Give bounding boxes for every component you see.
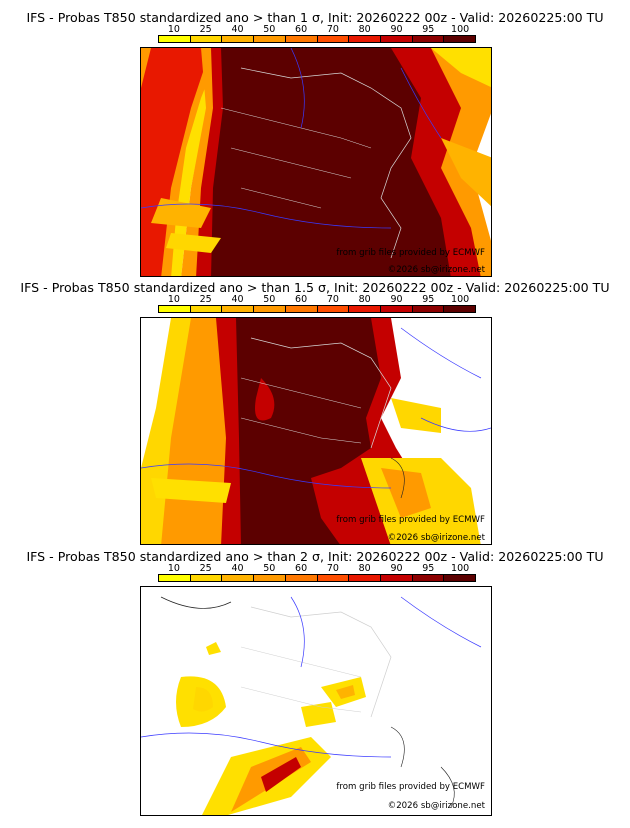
colorbar-tick-label: 95 (422, 24, 435, 35)
colorbar-tick-label: 60 (295, 563, 308, 574)
colorbar-swatch (222, 306, 255, 312)
colorbar-tick-label: 40 (231, 294, 244, 305)
colorbar-swatch (444, 36, 476, 42)
colorbar-swatch (190, 36, 223, 42)
colorbar-swatch (285, 575, 318, 581)
colorbar-boxes (158, 35, 476, 43)
colorbar-swatch (159, 575, 191, 581)
colorbar-tick-label: 100 (451, 24, 470, 35)
colorbar-tick-label: 90 (390, 294, 403, 305)
map-panel-2: IFS - Probas T850 standardized ano > tha… (0, 276, 630, 546)
colorbar-tick-label: 40 (231, 24, 244, 35)
map-1: from grib files provided by ECMWF ©2026 … (140, 47, 492, 277)
colorbar-swatch (412, 36, 445, 42)
colorbar-tick-label: 95 (422, 563, 435, 574)
colorbar-tick-label: 70 (326, 563, 339, 574)
colorbar-tick-label: 80 (358, 563, 371, 574)
copyright-text: ©2026 sb@irizone.net (387, 533, 485, 543)
copyright-text: ©2026 sb@irizone.net (387, 265, 485, 275)
colorbar-swatch (317, 36, 350, 42)
colorbar-swatch (380, 306, 413, 312)
map-panel-3: IFS - Probas T850 standardized ano > tha… (0, 546, 630, 828)
colorbar-tick-label: 25 (199, 294, 212, 305)
colorbar-labels: 10 25 40 50 60 70 80 90 95 100 (158, 294, 476, 305)
colorbar-tick-label: 70 (326, 24, 339, 35)
colorbar-swatch (254, 306, 286, 312)
colorbar-swatch (190, 306, 223, 312)
colorbar-swatch (317, 575, 350, 581)
colorbar-swatch (285, 36, 318, 42)
colorbar-tick-label: 90 (390, 24, 403, 35)
colorbar-tick-label: 100 (451, 294, 470, 305)
colorbar-labels: 10 25 40 50 60 70 80 90 95 100 (158, 563, 476, 574)
panel-title: IFS - Probas T850 standardized ano > tha… (26, 10, 604, 25)
colorbar-tick-label: 50 (263, 294, 276, 305)
colorbar-swatch (412, 575, 445, 581)
colorbar-swatch (254, 36, 286, 42)
colorbar-swatch (380, 36, 413, 42)
colorbar-tick-label: 80 (358, 294, 371, 305)
colorbar-tick-label: 100 (451, 563, 470, 574)
colorbar-swatch (159, 36, 191, 42)
colorbar-swatch (222, 36, 255, 42)
colorbar-swatch (349, 575, 381, 581)
data-credit: from grib files provided by ECMWF (336, 248, 485, 258)
colorbar-tick-label: 95 (422, 294, 435, 305)
colorbar-swatch (349, 306, 381, 312)
colorbar-boxes (158, 574, 476, 582)
colorbar-tick-label: 10 (167, 24, 180, 35)
colorbar-tick-label: 10 (167, 563, 180, 574)
colorbar-tick-label: 10 (167, 294, 180, 305)
colorbar-tick-label: 40 (231, 563, 244, 574)
colorbar-labels: 10 25 40 50 60 70 80 90 95 100 (158, 24, 476, 35)
colorbar-tick-label: 25 (199, 563, 212, 574)
copyright-text: ©2026 sb@irizone.net (387, 801, 485, 811)
colorbar-tick-label: 50 (263, 24, 276, 35)
colorbar-tick-label: 25 (199, 24, 212, 35)
map-panel-1: IFS - Probas T850 standardized ano > tha… (0, 0, 630, 277)
colorbar-swatch (285, 306, 318, 312)
colorbar-swatch (412, 306, 445, 312)
colorbar-swatch (317, 306, 350, 312)
map-3: from grib files provided by ECMWF ©2026 … (140, 586, 492, 816)
map-2: from grib files provided by ECMWF ©2026 … (140, 317, 492, 545)
colorbar-tick-label: 80 (358, 24, 371, 35)
colorbar-tick-label: 60 (295, 24, 308, 35)
colorbar-swatch (349, 36, 381, 42)
colorbar-tick-label: 50 (263, 563, 276, 574)
colorbar-swatch (444, 306, 476, 312)
colorbar-swatch (444, 575, 476, 581)
colorbar-swatch (222, 575, 255, 581)
panel-title: IFS - Probas T850 standardized ano > tha… (20, 280, 610, 295)
colorbar-tick-label: 70 (326, 294, 339, 305)
colorbar-boxes (158, 305, 476, 313)
colorbar-swatch (159, 306, 191, 312)
colorbar-swatch (254, 575, 286, 581)
colorbar-swatch (190, 575, 223, 581)
colorbar-tick-label: 60 (295, 294, 308, 305)
colorbar-tick-label: 90 (390, 563, 403, 574)
colorbar-swatch (380, 575, 413, 581)
data-credit: from grib files provided by ECMWF (336, 782, 485, 792)
panel-title: IFS - Probas T850 standardized ano > tha… (26, 549, 604, 564)
data-credit: from grib files provided by ECMWF (336, 515, 485, 525)
